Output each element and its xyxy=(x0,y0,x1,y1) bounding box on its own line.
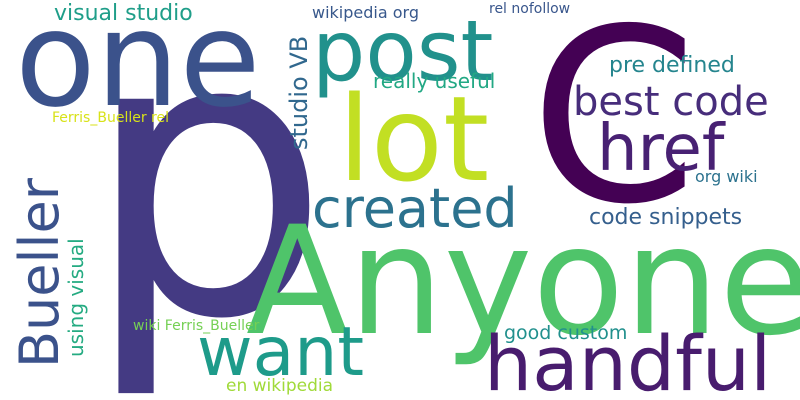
word-visual-studio: visual studio xyxy=(54,1,193,26)
word-really-useful: really useful xyxy=(373,69,495,93)
word-ferris-bueller-rel: Ferris_Bueller rel xyxy=(52,110,169,126)
word-c: C xyxy=(530,0,698,257)
word-wikipedia-org: wikipedia org xyxy=(312,3,419,22)
word-good-custom: good custom xyxy=(504,322,627,344)
word-rel-nofollow: rel nofollow xyxy=(489,1,570,17)
word-wiki-ferris-bueller: wiki Ferris_Bueller xyxy=(133,318,260,334)
word-want: want xyxy=(197,313,364,392)
word-code-snippets: code snippets xyxy=(589,205,742,230)
word-one: one xyxy=(15,0,261,137)
word-handful: handful xyxy=(484,319,771,400)
word-created: created xyxy=(312,177,518,240)
word-org-wiki: org wiki xyxy=(695,167,758,186)
word-href: href xyxy=(597,112,726,186)
word-post: post xyxy=(312,2,493,100)
word-lot: lot xyxy=(338,70,489,208)
word-en-wikipedia: en wikipedia xyxy=(226,376,333,396)
word-using-visual: using visual xyxy=(64,238,88,357)
word-bueller: Bueller xyxy=(8,177,71,368)
word-p: p xyxy=(83,0,331,400)
word-studio-vb: studio VB xyxy=(285,36,313,150)
word-best-code: best code xyxy=(573,79,769,125)
word-anyone: Anyone xyxy=(246,195,800,369)
word-pre-defined: pre defined xyxy=(609,53,735,78)
